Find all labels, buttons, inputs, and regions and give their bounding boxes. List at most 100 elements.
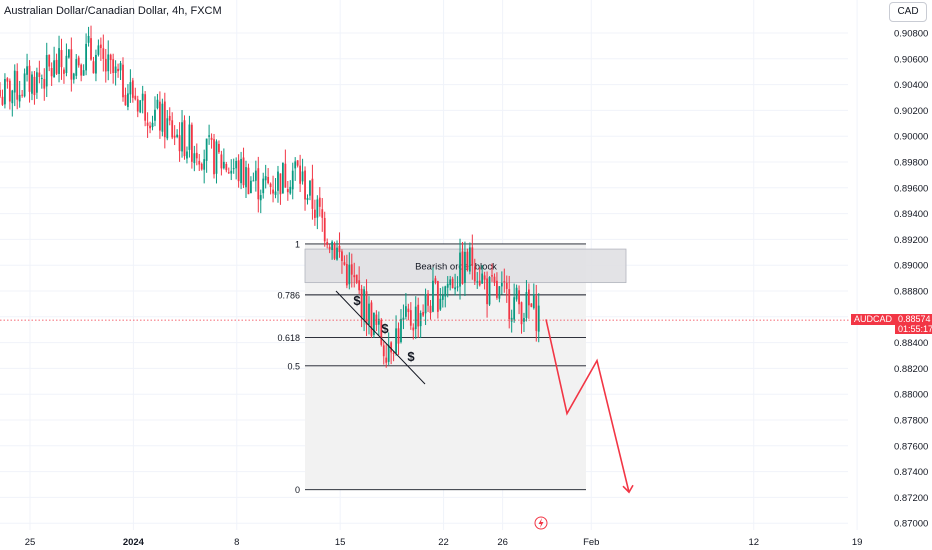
candle-body — [419, 313, 422, 327]
candle-body — [102, 48, 105, 59]
time-tick-label: 26 — [497, 537, 508, 548]
candle-body — [355, 274, 358, 283]
candle-body — [227, 172, 230, 174]
candle-body — [264, 176, 267, 181]
candle-body — [486, 278, 488, 305]
candle-body — [505, 282, 508, 289]
candle-body — [70, 49, 73, 80]
time-axis[interactable]: 2520248152226Feb121926Mar111825 — [25, 537, 932, 548]
candle-body — [515, 287, 518, 300]
candle-body — [43, 79, 46, 89]
candle-body — [493, 276, 496, 283]
candle-body — [210, 137, 213, 140]
candle-body — [289, 186, 292, 194]
time-tick-label: 25 — [25, 537, 36, 548]
candle-body — [296, 160, 299, 166]
candle-body — [193, 153, 196, 164]
candle-body — [382, 345, 385, 357]
candle-body — [397, 328, 400, 344]
candle-body — [213, 139, 215, 175]
candle-body — [139, 100, 142, 113]
candle-body — [427, 293, 429, 306]
lightning-icon-circle — [534, 516, 548, 530]
overlays: $ $ $ — [0, 290, 850, 530]
price-tick-label: 0.87400 — [894, 467, 928, 478]
candle-body — [247, 167, 250, 195]
candle-body — [107, 54, 110, 72]
price-tick-label: 0.90600 — [894, 54, 928, 65]
candle-body — [208, 135, 210, 137]
candle-body — [286, 189, 289, 193]
candle-body — [92, 61, 95, 74]
candle-body — [441, 295, 444, 300]
candle-body — [500, 283, 503, 287]
candle-body — [279, 173, 282, 195]
candle-body — [181, 122, 183, 152]
fib-label: 0 — [295, 485, 300, 495]
candle-body — [225, 163, 228, 171]
candle-body — [33, 76, 36, 96]
candle-body — [203, 159, 206, 170]
price-tick-label: 0.88800 — [894, 287, 928, 298]
candle-body — [446, 283, 449, 288]
candle-body — [117, 68, 119, 72]
candle-body — [53, 60, 56, 78]
candle-body — [0, 90, 1, 97]
candle-body — [146, 122, 149, 126]
candle-body — [218, 143, 220, 153]
candle-body — [141, 93, 144, 101]
candle-body — [97, 45, 100, 55]
candle-body — [21, 94, 24, 96]
candle-body — [257, 168, 260, 200]
candle-body — [454, 287, 456, 290]
candle-body — [525, 292, 528, 318]
price-tick-label: 0.87600 — [894, 441, 928, 452]
candle-body — [195, 152, 198, 159]
price-axis[interactable]: 0.90800 0.90600 0.90400 0.90200 0.90000 0.898… — [894, 29, 928, 530]
candle-body — [365, 291, 368, 325]
candle-body — [99, 44, 102, 49]
candle-body — [368, 303, 370, 325]
price-tick-label: 0.89800 — [894, 158, 928, 169]
price-tag-symbol: AUDCAD — [851, 314, 896, 325]
candle-body — [363, 289, 365, 320]
candle-body — [250, 180, 252, 194]
price-tick-label: 0.90200 — [894, 106, 928, 117]
candle-body — [348, 264, 351, 285]
candle-body — [439, 298, 442, 310]
candle-body — [215, 141, 218, 174]
candle-body — [50, 67, 53, 77]
fib-label: 1 — [295, 239, 300, 249]
candle-body — [336, 247, 338, 260]
candle-body — [159, 101, 161, 131]
price-tick-label: 0.90800 — [894, 29, 928, 40]
time-tick-label: Feb — [583, 537, 599, 548]
candle-body — [331, 241, 333, 251]
candle-body — [481, 273, 484, 284]
candle-body — [166, 118, 169, 139]
time-tick-label: 22 — [438, 537, 449, 548]
price-tick-label: 0.89600 — [894, 183, 928, 194]
candle-body — [183, 120, 186, 157]
candle-body — [267, 176, 270, 184]
candle-body — [200, 163, 203, 170]
candle-body — [245, 167, 247, 188]
candle-body — [259, 195, 262, 201]
fib-label: 0.5 — [287, 361, 300, 371]
candle-body — [291, 170, 294, 190]
lightning-icon[interactable] — [534, 516, 548, 530]
candle-body — [18, 94, 21, 102]
fib-label: 0.618 — [277, 333, 300, 343]
candle-body — [510, 317, 513, 322]
candle-body — [488, 277, 491, 305]
candle-body — [1, 96, 4, 105]
candle-body — [154, 109, 156, 121]
price-tick-label: 0.89400 — [894, 209, 928, 220]
price-tick-label: 0.90000 — [894, 132, 928, 143]
candle-body — [326, 242, 329, 245]
currency-button[interactable]: CAD — [889, 2, 927, 22]
candle-body — [136, 99, 139, 112]
candle-body — [395, 328, 397, 354]
candle-body — [122, 64, 124, 98]
